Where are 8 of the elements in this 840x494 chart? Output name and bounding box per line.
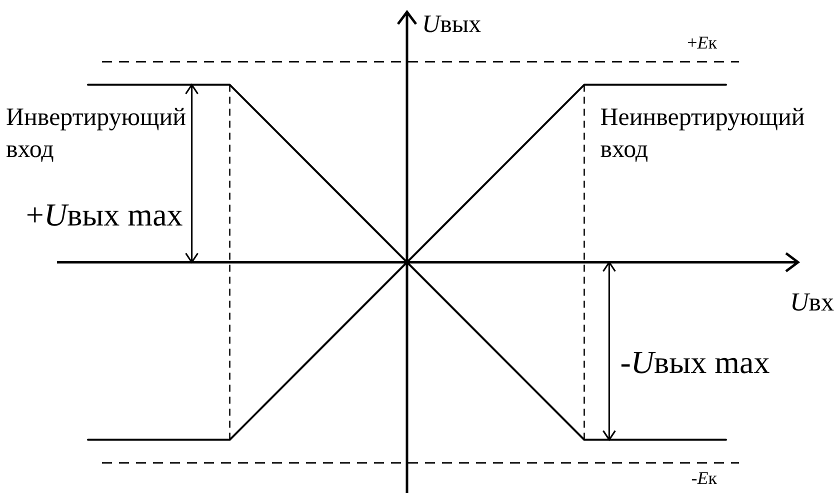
ref-line-label: -Eк bbox=[691, 468, 718, 488]
y-axis-title: Uвых bbox=[422, 11, 482, 38]
annotation: -Uвых max bbox=[620, 344, 770, 380]
annotation: +Uвых max bbox=[26, 196, 183, 233]
x-axis-title: Uвх bbox=[790, 287, 834, 316]
series-label: Неинвертирующий вход bbox=[600, 104, 805, 163]
ref-line-label: +Eк bbox=[687, 32, 718, 53]
legend-label: Инвертирующий вход bbox=[6, 104, 186, 163]
